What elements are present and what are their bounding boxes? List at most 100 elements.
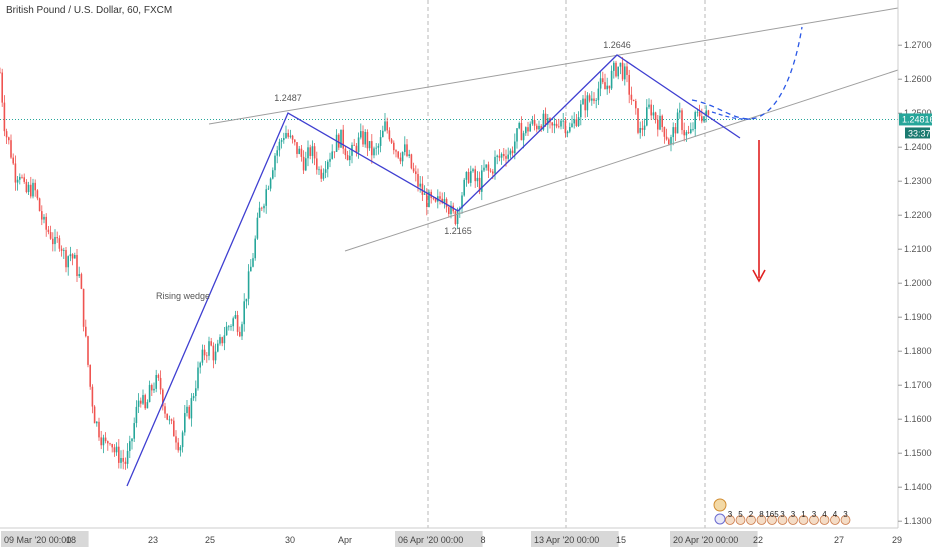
x-tick-label: 23 <box>148 535 158 545</box>
candle-body <box>142 395 144 404</box>
bullish-projection-curve <box>691 26 803 120</box>
candle-body <box>78 274 80 277</box>
candle-body <box>56 237 58 239</box>
candle-body <box>685 132 688 136</box>
candle-body <box>522 133 525 141</box>
candle-body <box>707 110 710 115</box>
candle-body <box>478 177 481 192</box>
x-tick-label: 13 Apr '20 00:00 <box>534 535 599 545</box>
candle-body <box>569 127 571 132</box>
pattern-drawings: 1.2487 1.2646 1.2165 Rising wedge <box>126 7 899 487</box>
candle-body <box>41 211 43 220</box>
time-label-highlight <box>531 531 619 547</box>
candle-body <box>511 150 514 154</box>
candle-body <box>67 256 69 268</box>
candle-body <box>577 117 580 126</box>
x-tick-label: 20 Apr '20 00:00 <box>673 535 738 545</box>
candle-body <box>58 238 61 249</box>
candle-body <box>692 128 694 130</box>
candle-body <box>571 123 573 128</box>
event-badge-count: 4 <box>833 510 838 519</box>
x-tick-label: 22 <box>753 535 763 545</box>
y-tick-label: 1.17000 <box>904 380 932 390</box>
candle-body <box>276 150 278 156</box>
candle-body <box>82 288 85 327</box>
candle-body <box>630 94 633 100</box>
candle-body <box>540 125 542 130</box>
candle-body <box>74 254 76 259</box>
candle-body <box>43 216 45 220</box>
candle-body <box>355 145 358 153</box>
candle-body <box>217 343 219 352</box>
y-tick-label: 1.27000 <box>904 40 932 50</box>
x-tick-label: 29 <box>892 535 902 545</box>
candle-body <box>250 266 252 272</box>
candle-body <box>126 450 129 464</box>
candle-body <box>309 147 311 156</box>
candle-body <box>544 113 547 125</box>
event-badge-count: 2 <box>749 510 754 519</box>
candle-body <box>463 179 465 196</box>
candle-body <box>703 116 705 122</box>
candle-body <box>533 120 536 126</box>
y-tick-label: 1.15000 <box>904 448 932 458</box>
candle-body <box>195 388 197 397</box>
countdown-tag <box>905 127 930 139</box>
candle-body <box>34 182 36 191</box>
y-tick-label: 1.23000 <box>904 176 932 186</box>
candle-body <box>208 341 210 356</box>
event-badge-count: 1 <box>801 510 806 519</box>
candle-body <box>274 155 276 171</box>
candle-body <box>551 122 553 126</box>
candle-body <box>410 154 413 169</box>
candle-body <box>340 129 342 148</box>
candle-body <box>133 423 135 439</box>
candle-body <box>199 362 201 368</box>
candle-body <box>87 336 89 365</box>
candle-body <box>643 125 646 130</box>
candle-body <box>648 104 650 108</box>
candle-body <box>701 116 703 122</box>
candle-body <box>386 121 388 131</box>
event-badge-icon <box>809 515 819 525</box>
candle-body <box>443 199 446 203</box>
candle-body <box>595 100 597 101</box>
candle-body <box>98 421 100 438</box>
candle-body <box>635 100 637 109</box>
candle-body <box>395 150 397 152</box>
candle-body <box>698 111 701 117</box>
candle-body <box>476 177 479 182</box>
candle-body <box>230 326 232 328</box>
candle-body <box>580 104 582 118</box>
candle-body <box>388 130 391 140</box>
candle-body <box>151 385 153 391</box>
candle-body <box>520 122 523 141</box>
candle-body <box>617 66 619 77</box>
bearish-arrow-head <box>752 269 766 283</box>
event-badge-icon <box>725 515 735 525</box>
candle-body <box>602 78 604 83</box>
candle-body <box>118 446 120 463</box>
candle-body <box>0 72 1 74</box>
candle-body <box>111 444 113 448</box>
candle-body <box>481 170 483 192</box>
candle-body <box>542 113 545 130</box>
candle-body <box>302 156 305 171</box>
candle-body <box>188 406 190 419</box>
candle-body <box>21 176 23 178</box>
candle-body <box>441 198 443 203</box>
candle-body <box>285 132 287 139</box>
candle-body <box>432 197 435 199</box>
candle-body <box>263 205 265 209</box>
candle-body <box>555 123 558 127</box>
candle-body <box>45 216 47 230</box>
candle-body <box>36 190 39 199</box>
event-flag-icon <box>713 498 727 512</box>
candle-body <box>496 155 498 157</box>
candle-body <box>254 238 256 259</box>
candle-body <box>353 144 355 146</box>
candle-body <box>573 119 575 124</box>
candle-body <box>1 72 3 103</box>
x-tick-label: 8 <box>480 535 485 545</box>
